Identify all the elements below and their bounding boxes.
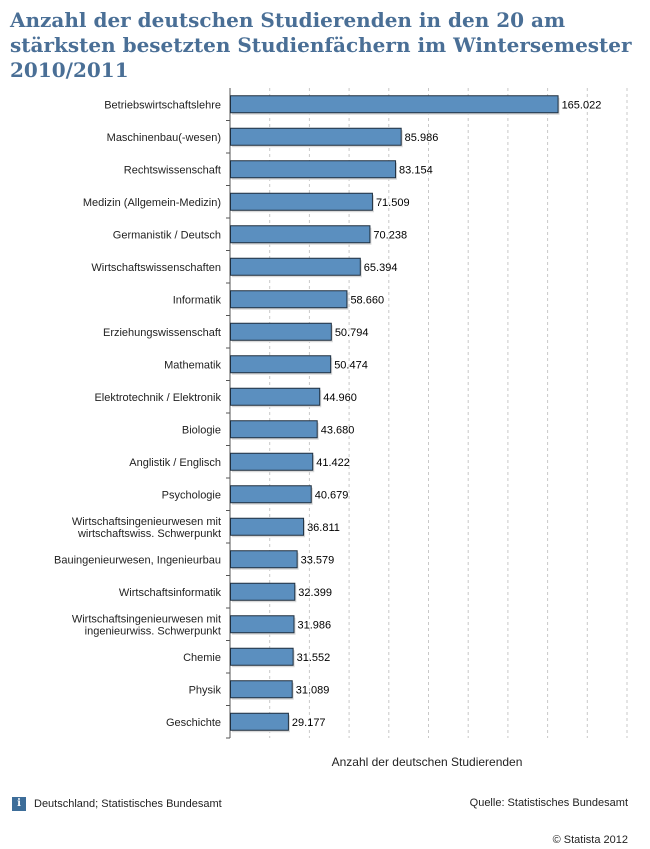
bar-value-label: 41.422 [316, 457, 350, 469]
bar[interactable] [230, 95, 559, 114]
bar-value-label: 165.022 [562, 99, 602, 111]
footer-region: i Deutschland; Statistisches Bundesamt [12, 797, 222, 811]
x-axis-title: Anzahl der deutschen Studierenden [332, 755, 523, 769]
chart-title: Anzahl der deutschen Studierenden in den… [10, 8, 632, 82]
bar-value-label: 70.238 [373, 229, 407, 241]
bar[interactable] [230, 290, 348, 309]
category-label: Rechtswissenschaft [124, 164, 221, 176]
bar-value-label: 44.960 [323, 392, 357, 404]
source-text: Quelle: Statistisches Bundesamt [469, 797, 628, 809]
bar[interactable] [230, 160, 397, 179]
category-label: Betriebswirtschaftslehre [104, 99, 221, 111]
category-label: Germanistik / Deutsch [113, 229, 221, 241]
info-icon[interactable]: i [12, 797, 26, 811]
category-label: Anglistik / Englisch [129, 457, 221, 469]
category-label: Wirtschaftsingenieurwesen mit [72, 516, 221, 528]
bar[interactable] [230, 550, 298, 569]
category-label: Wirtschaftsinformatik [119, 587, 222, 599]
bar[interactable] [230, 647, 294, 666]
category-label: Biologie [182, 424, 221, 436]
bar-value-label: 50.474 [334, 359, 368, 371]
category-label: Geschichte [166, 717, 221, 729]
bar-value-label: 43.680 [321, 424, 355, 436]
bar-value-label: 33.579 [301, 554, 335, 566]
bar[interactable] [230, 127, 402, 146]
category-label: Chemie [183, 652, 221, 664]
bar-value-label: 50.794 [335, 327, 369, 339]
bar[interactable] [230, 582, 296, 601]
bar-value-label: 36.811 [307, 522, 340, 534]
copyright-text[interactable]: © Statista 2012 [552, 834, 628, 846]
bar-value-label: 31.552 [297, 652, 331, 664]
bar-value-label: 85.986 [405, 132, 439, 144]
bar-value-label: 31.986 [297, 619, 331, 631]
bar-value-label: 29.177 [292, 717, 326, 729]
category-label: Physik [189, 684, 222, 696]
category-label: Elektrotechnik / Elektronik [94, 392, 221, 404]
category-label: Psychologie [162, 489, 221, 501]
bar[interactable] [230, 712, 289, 731]
bar-value-label: 31.089 [296, 684, 330, 696]
bar[interactable] [230, 225, 371, 244]
category-label: Wirtschaftsingenieurwesen mit [72, 613, 221, 625]
bar[interactable] [230, 355, 332, 374]
bar[interactable] [230, 420, 318, 439]
bar[interactable] [230, 452, 314, 471]
category-label: Bauingenieurwesen, Ingenieurbau [54, 554, 221, 566]
bar[interactable] [230, 615, 295, 634]
category-label: ingenieurwiss. Schwerpunkt [85, 625, 221, 637]
bar-value-label: 65.394 [364, 262, 398, 274]
category-label: Maschinenbau(-wesen) [107, 132, 221, 144]
bar[interactable] [230, 192, 373, 211]
bar[interactable] [230, 485, 312, 504]
bar-value-label: 40.679 [315, 489, 349, 501]
category-label: Erziehungswissenschaft [103, 327, 221, 339]
bar-value-label: 71.509 [376, 197, 410, 209]
bar[interactable] [230, 517, 305, 536]
bar-value-label: 83.154 [399, 164, 433, 176]
region-source-text: Deutschland; Statistisches Bundesamt [34, 798, 222, 810]
bar-chart: 165.022 Betriebswirtschaftslehre 85.986 Mas… [54, 88, 628, 769]
category-label: Wirtschaftswissenschaften [91, 262, 221, 274]
category-label: Medizin (Allgemein-Medizin) [83, 197, 221, 209]
bar-value-label: 32.399 [298, 587, 332, 599]
bar[interactable] [230, 680, 293, 699]
bar[interactable] [230, 387, 321, 406]
bar-value-label: 58.660 [350, 294, 384, 306]
bar[interactable] [230, 322, 332, 341]
category-label: wirtschaftswiss. Schwerpunkt [77, 528, 221, 540]
category-label: Mathematik [164, 359, 221, 371]
category-label: Informatik [173, 294, 222, 306]
bar[interactable] [230, 257, 361, 276]
